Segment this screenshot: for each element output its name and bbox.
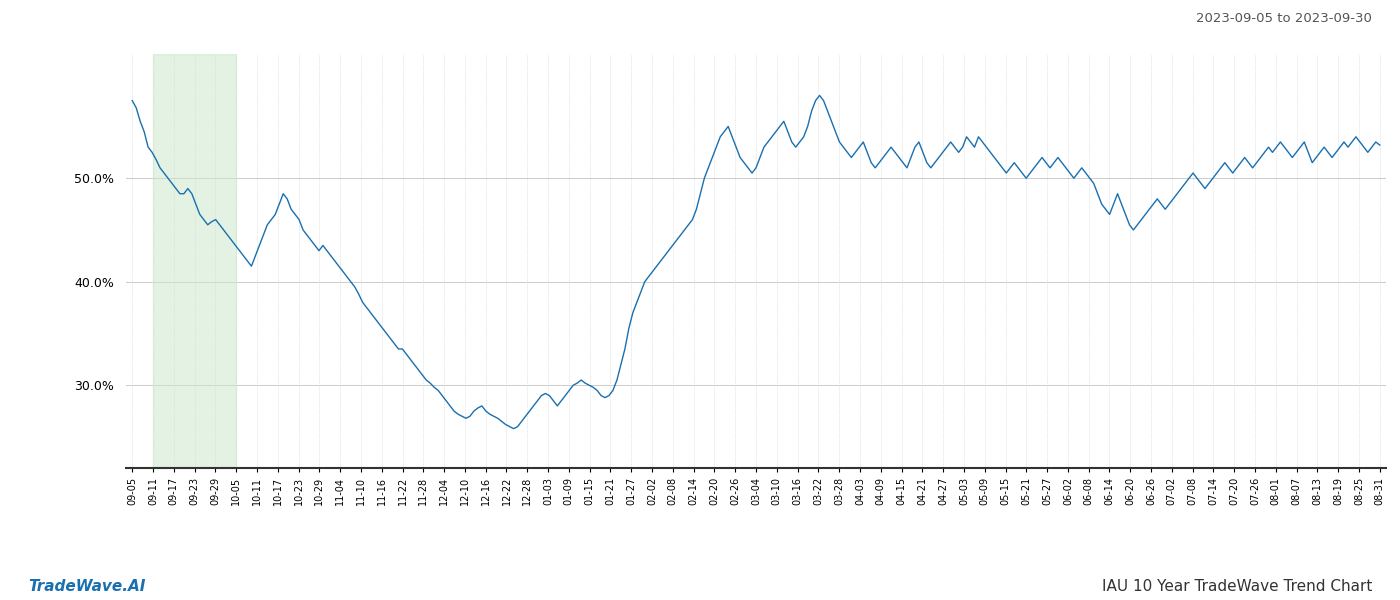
Bar	[153, 54, 237, 468]
Text: 2023-09-05 to 2023-09-30: 2023-09-05 to 2023-09-30	[1196, 12, 1372, 25]
Text: TradeWave.AI: TradeWave.AI	[28, 579, 146, 594]
Text: IAU 10 Year TradeWave Trend Chart: IAU 10 Year TradeWave Trend Chart	[1102, 579, 1372, 594]
